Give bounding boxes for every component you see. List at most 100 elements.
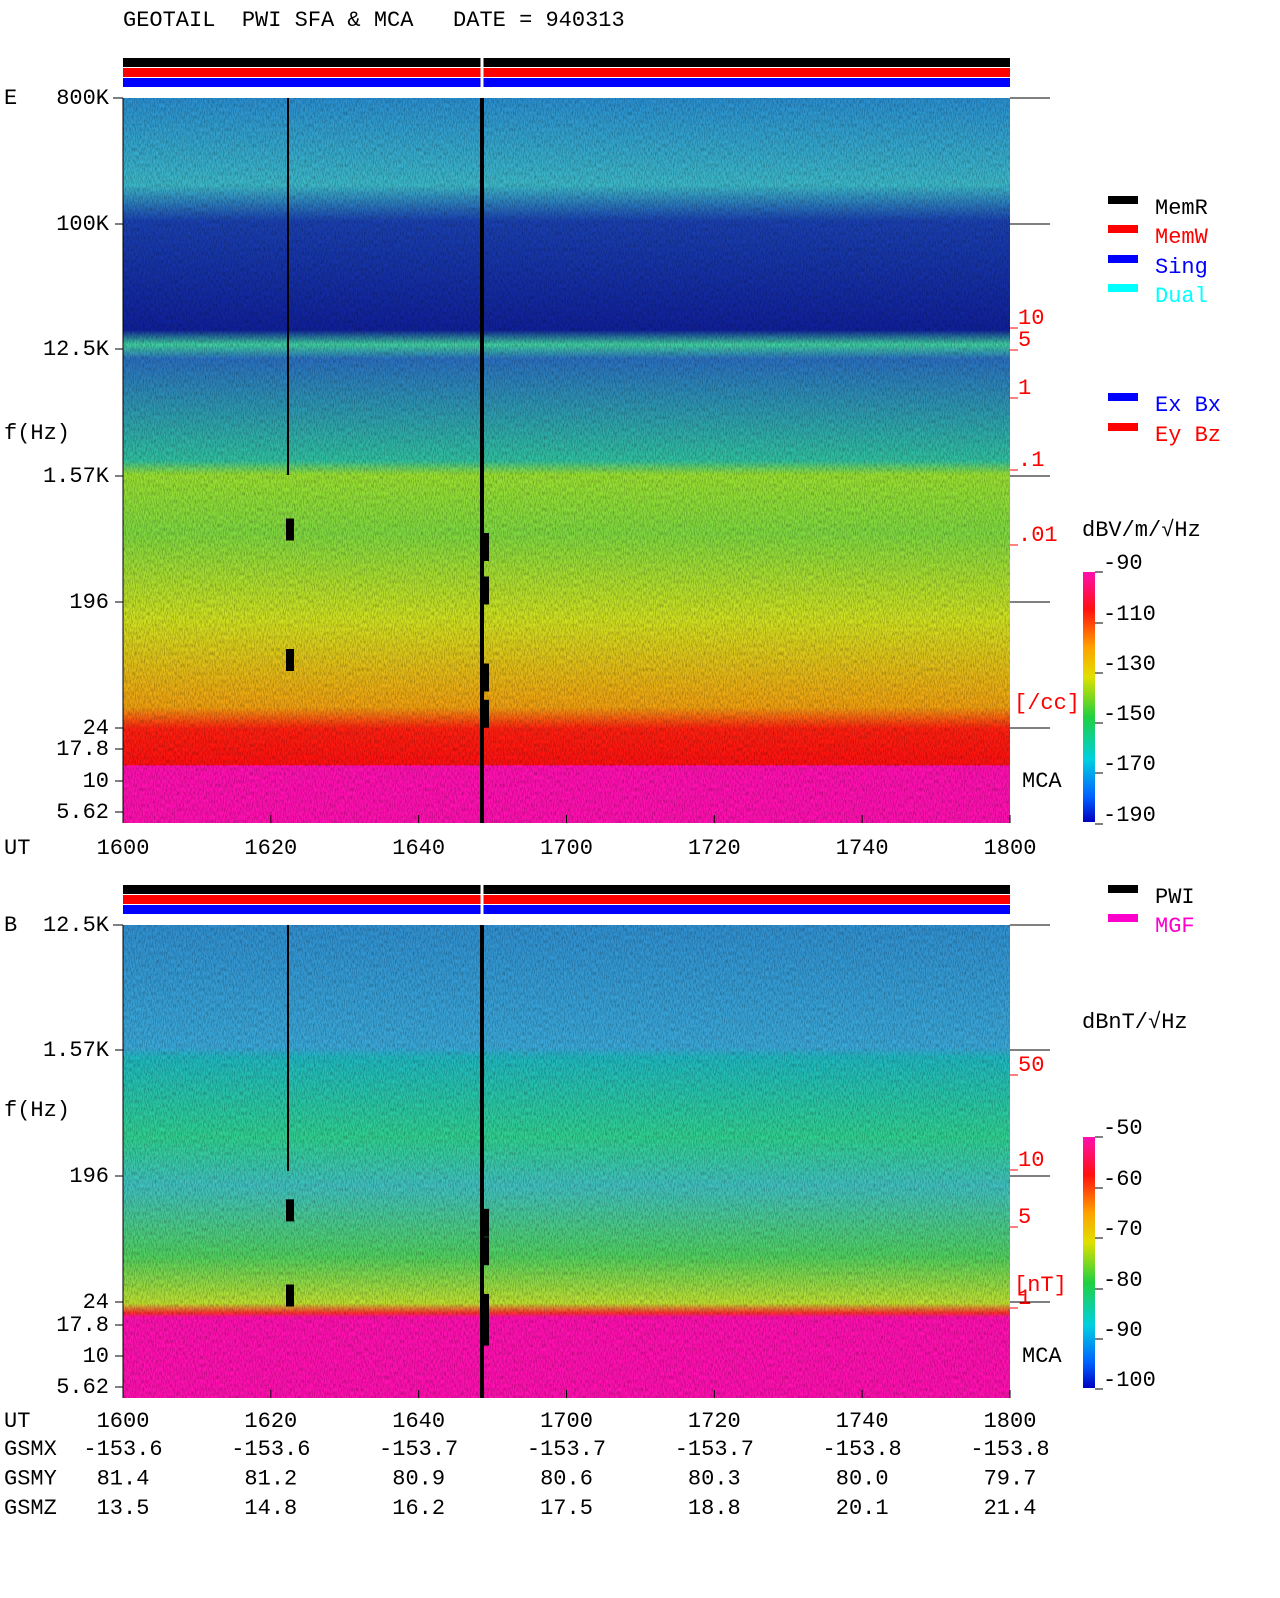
y-axis-label: f(Hz) [4,1098,70,1123]
orbit-value: -153.7 [675,1437,754,1462]
colorbar-unit: dBnT/√Hz [1082,1010,1188,1035]
status-bar [123,68,1010,77]
right-tick-label: .01 [1018,523,1058,548]
y-axis-label: f(Hz) [4,421,70,446]
legend-label: MGF [1155,914,1195,939]
orbit-value: 13.5 [97,1496,150,1521]
status-bar [123,78,1010,87]
orbit-value: 79.7 [984,1466,1037,1491]
y-tick-label: 1.57K [43,1038,110,1063]
y-tick-label: 24 [83,716,109,741]
colorbar-tick-label: -90 [1103,551,1143,576]
gap-mark [480,1208,489,1237]
legend-swatch [1108,196,1138,204]
colorbar-tick-label: -170 [1103,752,1156,777]
colorbar [1083,572,1095,822]
orbit-value: 80.6 [540,1466,593,1491]
orbit-row-label: GSMY [4,1466,57,1491]
status-bar [123,895,1010,904]
x-tick-label: 1620 [244,836,297,861]
orbit-value: 16.2 [392,1496,445,1521]
status-bar [123,905,1010,914]
legend-label: Ex Bx [1155,393,1221,418]
x-axis-label: UT [4,1409,30,1434]
y-tick-label: 5.62 [56,800,109,825]
mca-label: MCA [1022,769,1062,794]
orbit-row-label: GSMZ [4,1496,57,1521]
x-tick-label: 1620 [244,1409,297,1434]
colorbar-unit: dBV/m/√Hz [1082,518,1201,543]
gap-mark [480,1317,489,1346]
colorbar-tick-label: -130 [1103,652,1156,677]
status-bar [123,58,1010,67]
orbit-value: 80.3 [688,1466,741,1491]
x-tick-label: 1740 [836,1409,889,1434]
orbit-value: 14.8 [244,1496,297,1521]
y-tick-label: 196 [69,590,109,615]
colorbar [1083,1137,1095,1388]
x-tick-label: 1600 [97,1409,150,1434]
x-axis-label: UT [4,836,30,861]
colorbar-tick-label: -50 [1103,1116,1143,1141]
gap-mark [480,663,489,692]
orbit-value: 20.1 [836,1496,889,1521]
panel-label: B [4,913,17,938]
y-tick-label: 1.57K [43,464,110,489]
y-tick-label: 800K [56,86,110,111]
legend-swatch [1108,255,1138,263]
gap-mark [480,699,489,728]
colorbar-tick-label: -110 [1103,602,1156,627]
orbit-value: 21.4 [984,1496,1037,1521]
y-tick-label: 12.5K [43,337,110,362]
colorbar-tick-label: -150 [1103,702,1156,727]
gap-mark [480,1293,489,1322]
y-tick-label: 100K [56,212,110,237]
panel-label: E [4,86,17,111]
colorbar-tick-label: -60 [1103,1167,1143,1192]
spectrogram-noise [123,925,1010,1398]
colorbar-tick-label: -100 [1103,1368,1156,1393]
gap-mark [480,576,489,605]
gap-mark [480,1237,489,1266]
right-unit: [/cc] [1014,691,1080,716]
right-tick-label: .1 [1018,448,1044,473]
orbit-value: -153.7 [527,1437,606,1462]
right-tick-label: 1 [1018,376,1031,401]
x-tick-label: 1700 [540,836,593,861]
y-tick-label: 196 [69,1164,109,1189]
gap-mark [286,649,294,671]
y-tick-label: 10 [83,1344,109,1369]
legend-label: PWI [1155,885,1195,910]
spectrogram-noise [123,98,1010,823]
gap-mark [286,1284,294,1307]
status-bar [123,885,1010,894]
orbit-value: -153.6 [231,1437,310,1462]
legend-label: Sing [1155,255,1208,280]
orbit-value: 80.0 [836,1466,889,1491]
legend-label: Dual [1155,284,1208,309]
right-tick-label: 50 [1018,1053,1044,1078]
right-unit: [nT] [1014,1273,1067,1298]
legend-label: Ey Bz [1155,423,1221,448]
y-tick-label: 17.8 [56,1313,109,1338]
colorbar-tick-label: -70 [1103,1217,1143,1242]
legend-label: MemW [1155,225,1209,250]
mca-label: MCA [1022,1344,1062,1369]
orbit-value: 81.2 [244,1466,297,1491]
orbit-value: 80.9 [392,1466,445,1491]
x-tick-label: 1600 [97,836,150,861]
colorbar-tick-label: -80 [1103,1268,1143,1293]
right-tick-label: 5 [1018,328,1031,353]
orbit-value: -153.7 [379,1437,458,1462]
y-tick-label: 17.8 [56,737,109,762]
right-tick-label: 1 [1018,1286,1031,1311]
orbit-value: 81.4 [97,1466,150,1491]
right-tick-label: 5 [1018,1205,1031,1230]
x-tick-label: 1740 [836,836,889,861]
colorbar-tick-label: -190 [1103,803,1156,828]
legend-swatch [1108,914,1138,922]
y-tick-label: 5.62 [56,1375,109,1400]
orbit-value: -153.6 [83,1437,162,1462]
orbit-value: 18.8 [688,1496,741,1521]
